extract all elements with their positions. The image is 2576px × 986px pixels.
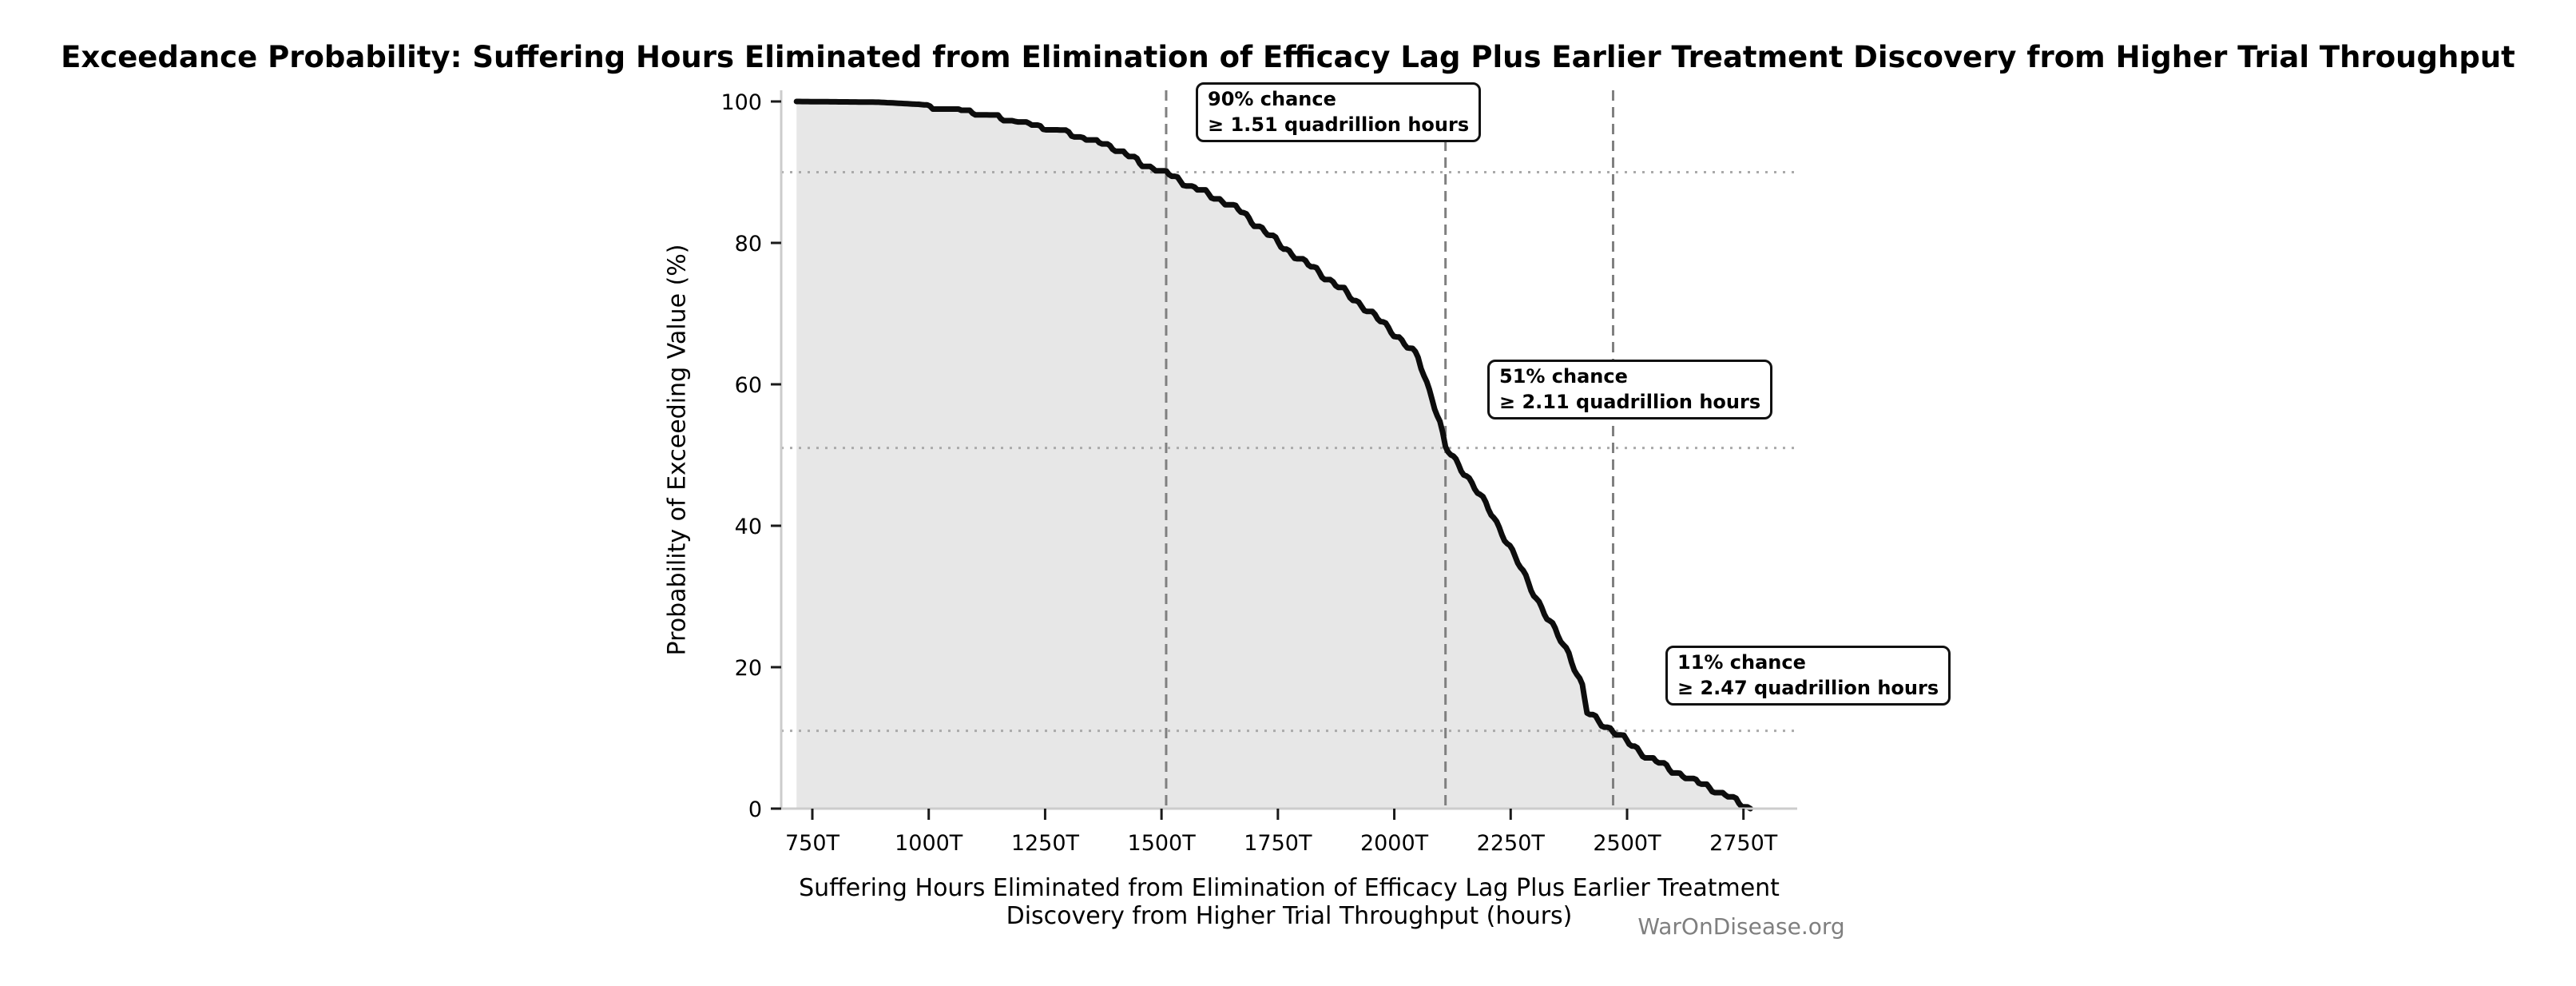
annotation-11pct: 11% chance ≥ 2.47 quadrillion hours (1665, 646, 1951, 706)
y-tick-label-100: 100 (720, 90, 762, 115)
x-tick-label-1250: 1250T (1011, 831, 1080, 856)
x-axis-label: Suffering Hours Eliminated from Eliminat… (799, 874, 1780, 930)
exceedance-curve (793, 98, 1753, 812)
annotation-51pct-line2: ≥ 2.11 quadrillion hours (1499, 390, 1761, 413)
annotation-11pct-line1: 11% chance (1677, 651, 1806, 674)
chart-title: Exceedance Probability: Suffering Hours … (61, 40, 2515, 74)
y-axis-label-text: Probability of Exceeding Value (%) (663, 244, 692, 656)
x-tick-label-1500: 1500T (1128, 831, 1197, 856)
curve-fill-area (796, 101, 1751, 809)
annotation-11pct-line2: ≥ 2.47 quadrillion hours (1677, 676, 1939, 699)
annotation-90pct: 90% chance ≥ 1.51 quadrillion hours (1196, 82, 1482, 143)
x-tick-label-2750: 2750T (1709, 831, 1778, 856)
y-tick-label-80: 80 (735, 232, 762, 256)
x-tick-label-2250: 2250T (1477, 831, 1546, 856)
x-tick-label-750: 750T (785, 831, 840, 856)
watermark-text: WarOnDisease.org (1637, 913, 1845, 940)
y-tick-label-40: 40 (735, 515, 762, 539)
annotation-51pct: 51% chance ≥ 2.11 quadrillion hours (1487, 360, 1773, 420)
y-tick-label-60: 60 (735, 373, 762, 398)
annotation-90pct-line2: ≥ 1.51 quadrillion hours (1208, 113, 1470, 136)
y-tick-label-20: 20 (735, 656, 762, 681)
x-tick-label-2000: 2000T (1360, 831, 1429, 856)
x-tick-label-2500: 2500T (1593, 831, 1661, 856)
x-tick-label-1750: 1750T (1244, 831, 1312, 856)
annotation-90pct-line1: 90% chance (1208, 88, 1336, 110)
x-tick-label-1000: 1000T (895, 831, 963, 856)
y-tick-label-0: 0 (748, 797, 762, 822)
annotation-51pct-line1: 51% chance (1499, 365, 1628, 388)
